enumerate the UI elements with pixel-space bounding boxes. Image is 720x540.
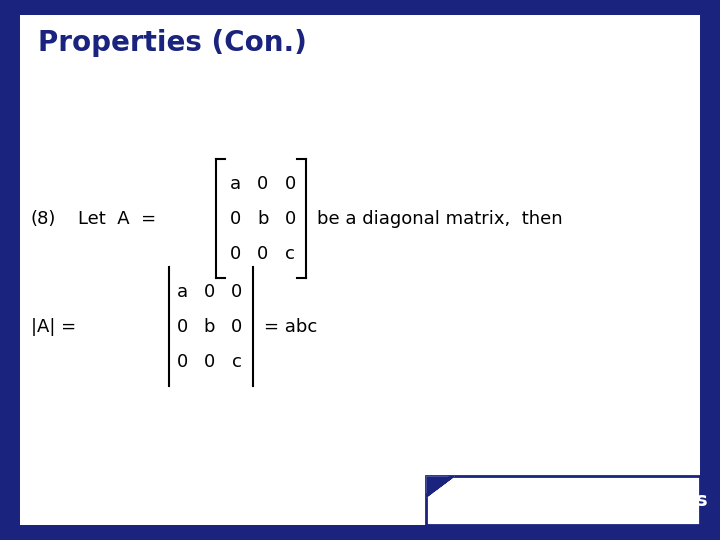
Text: Matrices & Determinants: Matrices & Determinants (433, 491, 708, 510)
Text: 0: 0 (257, 245, 269, 263)
FancyBboxPatch shape (20, 15, 700, 525)
Text: 0: 0 (230, 245, 241, 263)
Text: Properties (Con.): Properties (Con.) (38, 29, 307, 57)
Text: b: b (204, 318, 215, 336)
Text: 0: 0 (231, 318, 243, 336)
Text: b: b (257, 210, 269, 228)
Text: 0: 0 (204, 353, 215, 371)
Text: be a diagonal matrix,  then: be a diagonal matrix, then (317, 210, 562, 228)
FancyBboxPatch shape (426, 476, 700, 525)
FancyBboxPatch shape (426, 476, 700, 525)
Text: 0: 0 (231, 282, 243, 301)
Text: 0: 0 (284, 210, 296, 228)
Text: c: c (232, 353, 242, 371)
Polygon shape (426, 476, 455, 498)
Text: a: a (176, 282, 188, 301)
Text: 0: 0 (284, 174, 296, 193)
Text: 0: 0 (257, 174, 269, 193)
Text: = abc: = abc (264, 318, 317, 336)
Text: |A| =: |A| = (31, 318, 76, 336)
Text: 0: 0 (230, 210, 241, 228)
Text: c: c (285, 245, 295, 263)
Text: a: a (230, 174, 241, 193)
Text: Let  A  =: Let A = (78, 210, 156, 228)
Text: (8): (8) (31, 210, 56, 228)
Text: 0: 0 (176, 353, 188, 371)
Text: 0: 0 (204, 282, 215, 301)
Text: 0: 0 (176, 318, 188, 336)
Polygon shape (426, 476, 455, 498)
